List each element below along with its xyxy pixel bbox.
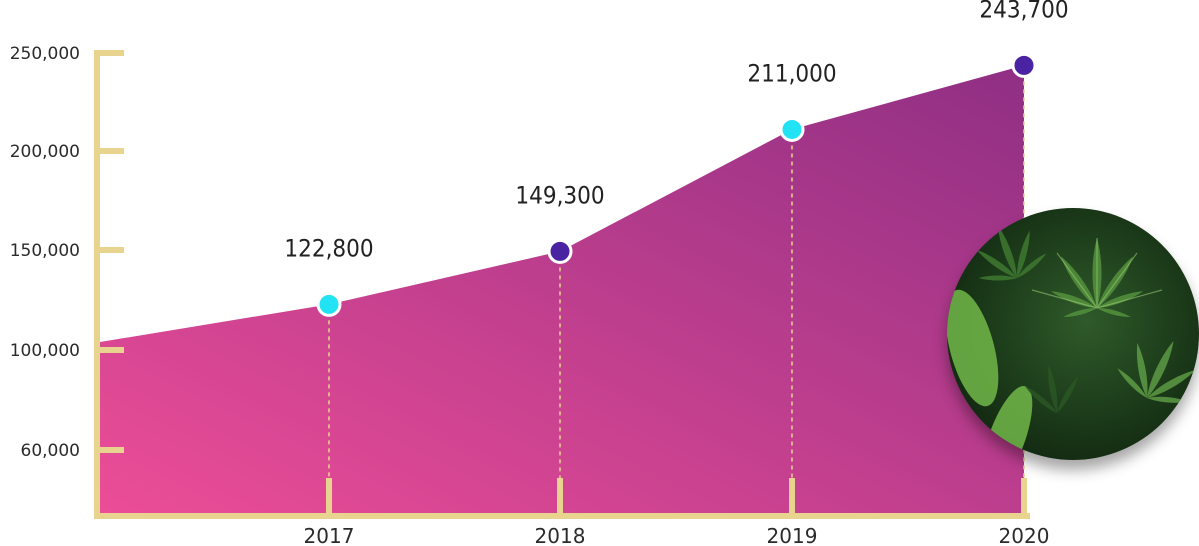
axes [94, 50, 1030, 519]
x-tick-label: 2020 [999, 524, 1050, 546]
x-tick-label: 2019 [767, 524, 818, 546]
markers-layer [316, 52, 1037, 478]
y-tick-label: 250,000 [10, 44, 80, 64]
y-tick-label: 60,000 [21, 441, 80, 461]
data-point [1011, 52, 1037, 78]
area-fill [100, 65, 1024, 517]
data-point [316, 291, 342, 317]
y-tick-label: 150,000 [10, 241, 80, 261]
data-label: 211,000 [747, 59, 836, 87]
data-label: 243,700 [979, 0, 1068, 23]
cannabis-photo [947, 208, 1199, 460]
y-tick-label: 200,000 [10, 142, 80, 162]
data-point [779, 116, 805, 142]
x-tick-label: 2017 [304, 524, 355, 546]
x-tick-label: 2018 [535, 524, 586, 546]
y-tick-label: 100,000 [10, 341, 80, 361]
data-label: 122,800 [284, 234, 373, 262]
data-label: 149,300 [515, 181, 604, 209]
labels-layer: 250,000 200,000 150,000 100,000 60,000 2017 20… [10, 0, 1069, 546]
area-layer [100, 65, 1024, 517]
data-point [547, 238, 573, 264]
